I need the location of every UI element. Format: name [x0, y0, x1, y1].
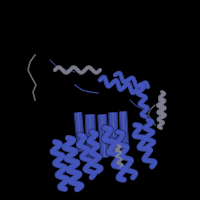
Polygon shape [120, 112, 128, 150]
Polygon shape [75, 113, 85, 151]
Polygon shape [98, 115, 109, 157]
Polygon shape [86, 115, 96, 160]
Polygon shape [109, 113, 118, 153]
